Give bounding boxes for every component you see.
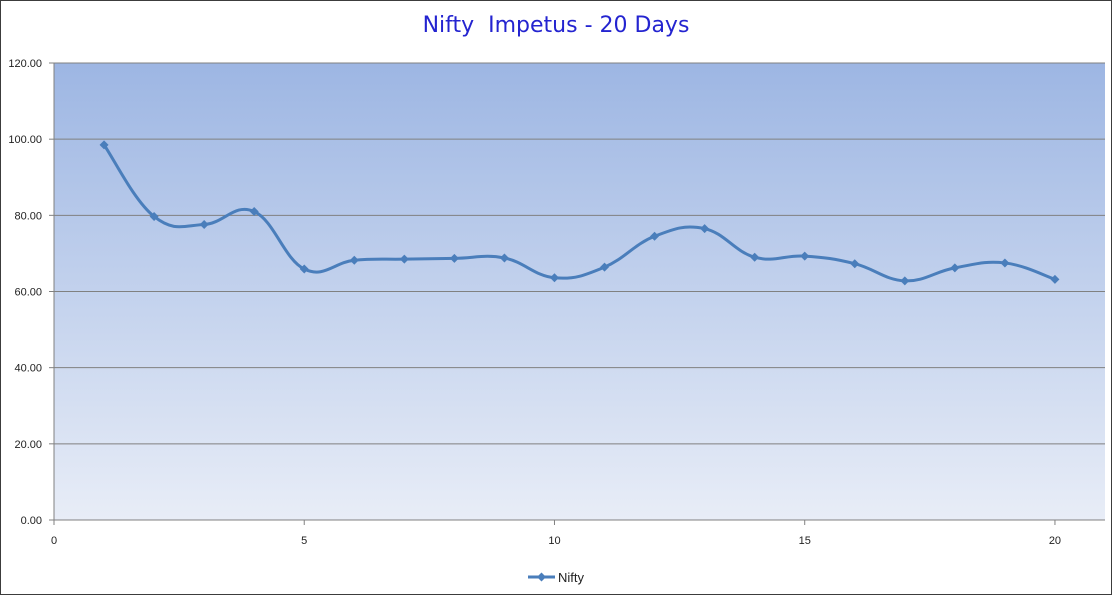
legend: Nifty	[528, 570, 585, 585]
data-point	[750, 252, 760, 262]
y-tick-label: 20.00	[14, 439, 42, 451]
data-point	[1050, 274, 1060, 284]
data-point	[900, 276, 910, 286]
data-point	[950, 263, 960, 273]
legend-marker	[537, 572, 546, 582]
x-tick-label: 20	[1049, 535, 1061, 547]
data-point	[99, 140, 109, 150]
data-point	[600, 262, 610, 272]
y-tick-label: 120.00	[8, 58, 42, 70]
x-tick-label: 5	[301, 535, 307, 547]
chart-title: Nifty Impetus - 20 Days	[422, 13, 690, 38]
axes	[49, 62, 1105, 525]
x-tick-labels: 0 5 10 15 20	[51, 535, 1061, 547]
data-point	[249, 207, 259, 217]
data-point	[650, 231, 660, 241]
x-tick-label: 15	[799, 535, 811, 547]
x-tick-label: 10	[548, 535, 560, 547]
data-point	[399, 254, 409, 264]
data-point	[449, 253, 459, 263]
legend-label: Nifty	[558, 570, 585, 585]
data-point	[549, 273, 559, 283]
x-tick-label: 0	[51, 535, 57, 547]
data-point	[199, 219, 209, 229]
y-tick-label: 0.00	[21, 515, 42, 527]
data-point	[1000, 258, 1010, 268]
y-tick-label: 100.00	[8, 134, 42, 146]
data-point	[850, 259, 860, 269]
data-point	[149, 211, 159, 221]
y-tick-labels: 0.00 20.00 40.00 60.00 80.00 100.00 120.00	[8, 58, 42, 527]
y-tick-label: 80.00	[14, 210, 42, 222]
data-point	[800, 251, 810, 261]
data-point	[299, 264, 309, 274]
data-point	[349, 255, 359, 265]
y-tick-label: 40.00	[14, 363, 42, 375]
y-tick-label: 60.00	[14, 287, 42, 299]
data-point	[700, 224, 710, 234]
data-point	[499, 253, 509, 263]
series-group	[99, 140, 1060, 286]
